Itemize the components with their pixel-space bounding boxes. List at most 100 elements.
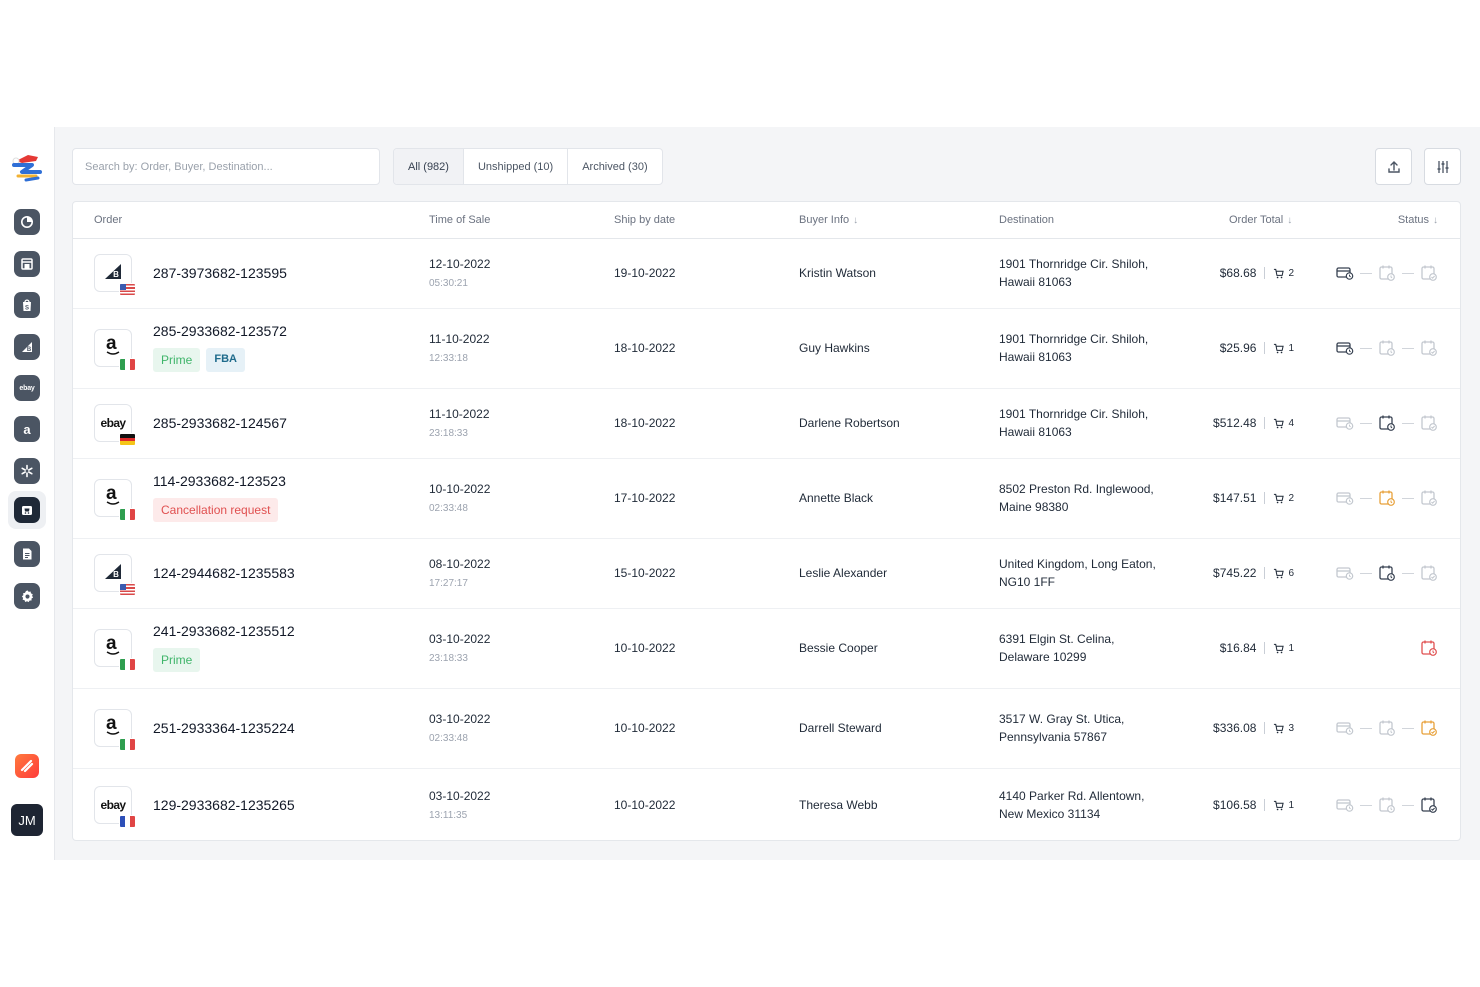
table-row[interactable]: a 251-2933364-1235224 03-10-2022 02:33:48 10… xyxy=(73,688,1460,769)
destination-line-2: New Mexico 31134 xyxy=(999,807,1101,821)
status-delivered-icon[interactable] xyxy=(1418,263,1440,283)
buyer-name[interactable]: Darrell Steward xyxy=(799,721,882,735)
user-avatar[interactable]: JM xyxy=(11,804,43,836)
it-flag-icon xyxy=(119,358,136,371)
sidebar-item-gear[interactable] xyxy=(14,583,40,609)
marketplace-badge: a xyxy=(94,709,136,751)
buyer-name[interactable]: Guy Hawkins xyxy=(799,341,870,355)
status-shipping-icon[interactable] xyxy=(1376,488,1398,508)
sidebar-item-bigcommerce[interactable]: B xyxy=(14,334,40,360)
orders-cart-icon xyxy=(20,503,34,517)
order-id-link[interactable]: 285-2933682-123572 xyxy=(153,323,287,339)
status-payment-icon[interactable] xyxy=(1334,795,1356,815)
buyer-name[interactable]: Bessie Cooper xyxy=(799,641,878,655)
status-payment-icon[interactable] xyxy=(1334,718,1356,738)
table-row[interactable]: ebay 129-2933682-1235265 03-10-2022 13:11:3… xyxy=(73,768,1460,840)
sidebar-item-amazon[interactable]: a xyxy=(14,416,40,442)
filter-settings-button[interactable] xyxy=(1424,148,1461,185)
status-delivered-icon[interactable] xyxy=(1418,795,1440,815)
sale-date: 10-10-2022 xyxy=(429,482,491,496)
order-cell: 124-2944682-1235583 xyxy=(153,538,295,608)
destination-line-1: 1901 Thornridge Cir. Shiloh, xyxy=(999,257,1149,271)
order-id-link[interactable]: 285-2933682-124567 xyxy=(153,415,287,431)
status-payment-icon[interactable] xyxy=(1334,488,1356,508)
ship-by-date: 17-10-2022 xyxy=(614,491,676,505)
export-button[interactable] xyxy=(1375,148,1412,185)
order-id-link[interactable]: 124-2944682-1235583 xyxy=(153,565,295,581)
buyer-name[interactable]: Theresa Webb xyxy=(799,798,878,812)
status-shipping-icon[interactable] xyxy=(1376,795,1398,815)
sidebar-item-store[interactable] xyxy=(14,251,40,277)
status-connector xyxy=(1360,422,1372,424)
tab-unshipped[interactable]: Unshipped (10) xyxy=(464,149,569,184)
order-id-link[interactable]: 287-3973682-123595 xyxy=(153,265,287,281)
status-error-icon[interactable] xyxy=(1418,638,1440,658)
sidebar-item-orders-cart[interactable] xyxy=(8,491,46,529)
status-payment-icon[interactable] xyxy=(1334,413,1356,433)
item-quantity: 4 xyxy=(1288,417,1294,429)
destination-line-1: 1901 Thornridge Cir. Shiloh, xyxy=(999,407,1149,421)
amazon-logo-icon: a xyxy=(106,484,120,506)
status-shipping-icon[interactable] xyxy=(1376,718,1398,738)
divider xyxy=(1264,417,1266,429)
destination-cell: 6391 Elgin St. Celina, Delaware 10299 xyxy=(999,608,1174,688)
sidebar-item-dashboard[interactable] xyxy=(14,209,40,235)
sliders-icon xyxy=(1437,160,1448,173)
app-logo[interactable] xyxy=(10,145,44,185)
document-icon xyxy=(20,547,34,561)
table-row[interactable]: a 114-2933682-123523 Cancellation request 1… xyxy=(73,458,1460,539)
integration-brand-icon[interactable] xyxy=(15,754,39,778)
buyer-name[interactable]: Kristin Watson xyxy=(799,266,876,280)
sale-time: 02:33:48 xyxy=(429,503,468,514)
table-row[interactable]: B 287-3973682-123595 12-10-2022 05:30:21 19-… xyxy=(73,238,1460,309)
order-id-link[interactable]: 129-2933682-1235265 xyxy=(153,797,295,813)
status-shipping-icon[interactable] xyxy=(1376,563,1398,583)
status-connector xyxy=(1360,272,1372,274)
table-row[interactable]: B 124-2944682-1235583 08-10-2022 17:27:17 15… xyxy=(73,538,1460,609)
header-status[interactable]: Status ↓ xyxy=(1397,214,1438,226)
status-delivered-icon[interactable] xyxy=(1418,338,1440,358)
marketplace-badge: ebay xyxy=(94,404,136,446)
order-id-link[interactable]: 251-2933364-1235224 xyxy=(153,720,295,736)
status-delivered-icon[interactable] xyxy=(1418,488,1440,508)
ship-by-cell: 18-10-2022 xyxy=(614,388,675,458)
sidebar-item-walmart[interactable] xyxy=(14,458,40,484)
status-delivered-icon[interactable] xyxy=(1418,563,1440,583)
destination-cell: 1901 Thornridge Cir. Shiloh, Hawaii 81063 xyxy=(999,388,1174,458)
order-id-link[interactable]: 114-2933682-123523 xyxy=(153,473,286,489)
status-cell xyxy=(1418,608,1440,688)
status-connector xyxy=(1360,497,1372,499)
status-delivered-icon[interactable] xyxy=(1418,718,1440,738)
status-connector xyxy=(1402,497,1414,499)
status-shipping-icon[interactable] xyxy=(1376,263,1398,283)
sidebar-item-document[interactable] xyxy=(14,541,40,567)
order-total-cell: $16.84 1 xyxy=(1220,608,1294,688)
table-row[interactable]: a 241-2933682-1235512 Prime 03-10-2022 23:18… xyxy=(73,608,1460,689)
tab-archived[interactable]: Archived (30) xyxy=(582,160,648,173)
marketplace-badge: a xyxy=(94,629,136,671)
order-cell: 287-3973682-123595 xyxy=(153,238,287,308)
tab-all[interactable]: All (982) xyxy=(394,149,464,184)
table-row[interactable]: a 285-2933682-123572 Prime FBA 11-10-2022 12:… xyxy=(73,308,1460,389)
search-input[interactable] xyxy=(73,149,379,184)
status-shipping-icon[interactable] xyxy=(1376,338,1398,358)
status-payment-icon[interactable] xyxy=(1334,338,1356,358)
buyer-name[interactable]: Annette Black xyxy=(799,491,874,505)
svg-text:B: B xyxy=(113,570,119,579)
sidebar-item-ebay[interactable]: ebay xyxy=(14,375,40,401)
status-payment-icon[interactable] xyxy=(1334,263,1356,283)
sidebar-item-shopify[interactable]: S xyxy=(14,292,40,318)
buyer-name[interactable]: Darlene Robertson xyxy=(799,416,900,430)
table-row[interactable]: ebay 285-2933682-124567 11-10-2022 23:18:33… xyxy=(73,388,1460,459)
header-order-total[interactable]: Order Total ↓ xyxy=(1229,214,1293,226)
status-payment-icon[interactable] xyxy=(1334,563,1356,583)
status-shipping-icon[interactable] xyxy=(1376,413,1398,433)
amazon-logo-icon: a xyxy=(106,714,120,736)
time-of-sale-cell: 11-10-2022 12:33:18 xyxy=(429,308,490,388)
header-buyer-info[interactable]: Buyer Info ↓ xyxy=(799,214,859,226)
buyer-name[interactable]: Leslie Alexander xyxy=(799,566,888,580)
status-delivered-icon[interactable] xyxy=(1418,413,1440,433)
status-connector xyxy=(1402,347,1414,349)
status-connector xyxy=(1402,727,1414,729)
order-id-link[interactable]: 241-2933682-1235512 xyxy=(153,623,295,639)
